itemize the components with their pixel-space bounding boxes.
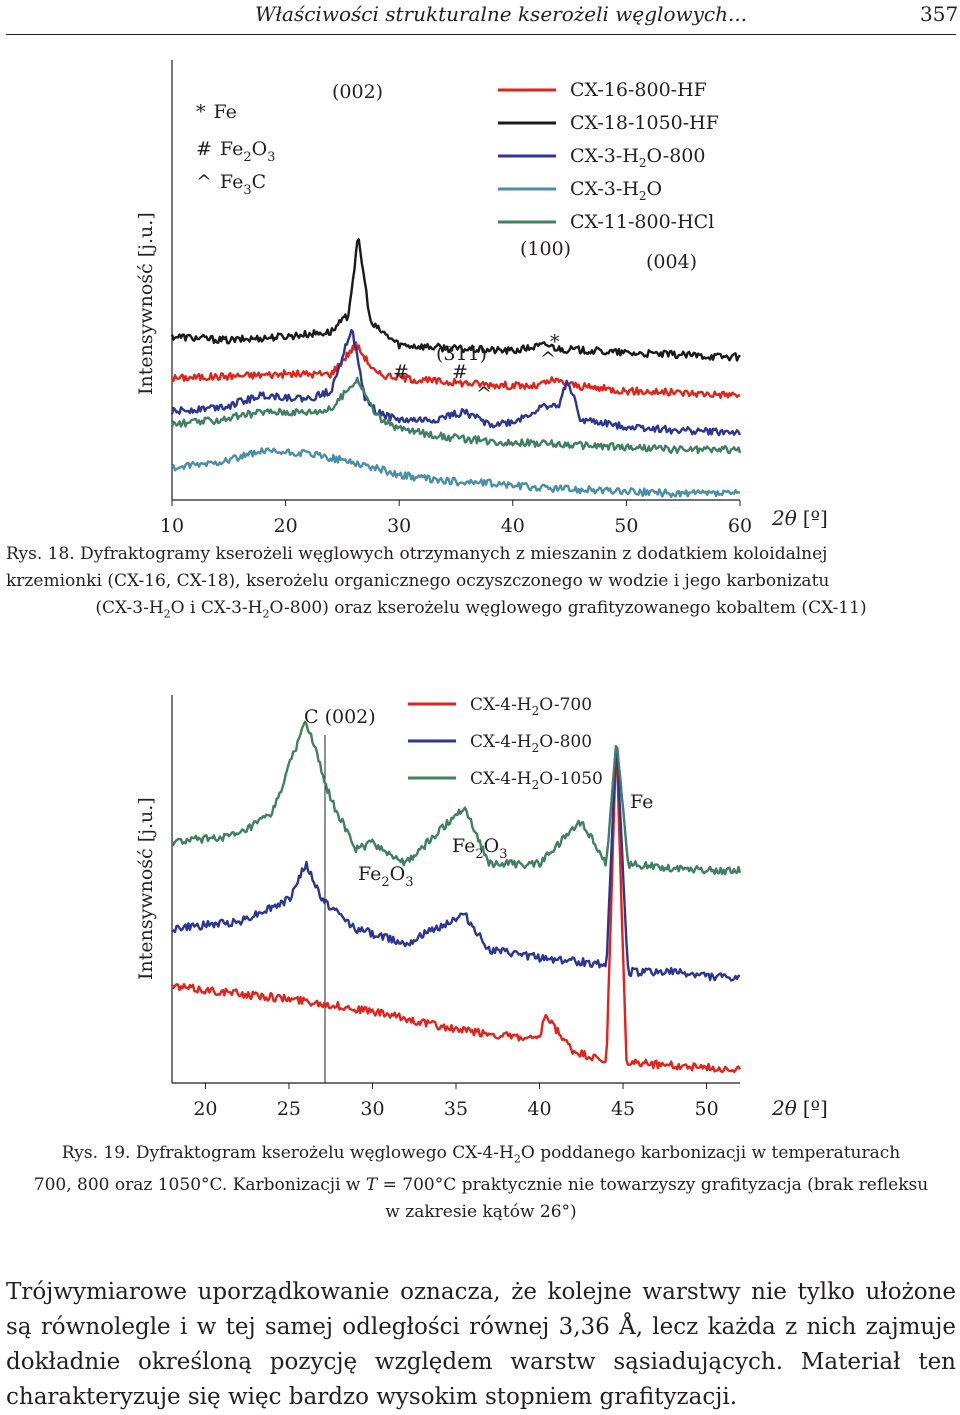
x-tick-label-30: 30 xyxy=(387,515,411,537)
series-line-cx-3-h2o xyxy=(171,447,741,498)
series-line-cx-16-800-hf xyxy=(171,341,741,399)
series-line-cx-4-h2o-1050 xyxy=(170,720,742,876)
x-tick-label-35: 35 xyxy=(444,1098,468,1120)
annotation-caret-1: ^ xyxy=(476,383,492,405)
x-tick-label-40: 40 xyxy=(527,1098,551,1120)
x-tick-label-20: 20 xyxy=(193,1098,217,1120)
figure-18-caption: Rys. 18. Dyfraktogramy kserożeli węglowy… xyxy=(6,544,867,621)
phase-fe3c-caret: ^ Fe3C xyxy=(196,171,266,198)
body-paragraph: Trójwymiarowe uporządkowanie oznacza, że… xyxy=(6,1279,956,1410)
annotation-hash-2: # xyxy=(452,361,468,383)
legend-label-cx-3-h2o-800: CX-3-H2O-800 xyxy=(570,145,706,170)
x-tick-label-25: 25 xyxy=(277,1098,301,1120)
y-axis-label: Intensywność [j.u.] xyxy=(135,797,157,980)
annotation-004: (004) xyxy=(646,251,697,273)
x-tick-label-40: 40 xyxy=(501,515,525,537)
phase-fe2o3-hash: # Fe2O3 xyxy=(196,138,275,165)
header-rule xyxy=(6,34,956,35)
series-legend: CX-16-800-HF CX-18-1050-HF CX-3-H2O-800 CX-… xyxy=(498,79,719,233)
figure-19-xrd-chart: 20 25 30 35 40 45 50 Intensywność [j.u.] 2θ [º]… xyxy=(135,695,828,1120)
legend-label-cx-4-h2o-1050: CX-4-H2O-1050 xyxy=(470,769,603,792)
annotation-c002: C (002) xyxy=(304,706,376,728)
annotation-002: (002) xyxy=(332,81,383,103)
x-tick-label-20: 20 xyxy=(274,515,298,537)
x-tick-label-50: 50 xyxy=(614,515,638,537)
page-number: 357 xyxy=(920,2,959,26)
peak-annotations: C (002) Fe2O3 Fe2O3 Fe xyxy=(304,706,653,890)
x-axis-label: 2θ [º] xyxy=(771,506,828,530)
legend-label-cx-4-h2o-800: CX-4-H2O-800 xyxy=(470,732,592,755)
legend-label-cx-4-h2o-700: CX-4-H2O-700 xyxy=(470,695,592,718)
x-tick-label-10: 10 xyxy=(160,515,184,537)
annotation-100: (100) xyxy=(520,238,571,260)
legend-label-cx-16-800-hf: CX-16-800-HF xyxy=(570,79,707,101)
legend-label-cx-11-800-hcl: CX-11-800-HCl xyxy=(570,211,714,233)
annotation-star: * xyxy=(550,331,560,353)
peak-annotations: (002) (100) (004) (311) # # ^ ^ * xyxy=(332,81,697,405)
phase-legend: * Fe # Fe2O3 ^ Fe3C xyxy=(196,101,275,198)
series-line-cx-4-h2o-700 xyxy=(170,750,742,1074)
annotation-fe2o3-left: Fe2O3 xyxy=(358,863,414,890)
running-header-title: Właściwości strukturalne kserożeli węglo… xyxy=(255,2,748,26)
annotation-hash-1: # xyxy=(393,361,409,383)
x-tick-label-50: 50 xyxy=(694,1098,718,1120)
figure-19-caption: Rys. 19. Dyfraktogram kserożelu węgloweg… xyxy=(33,1143,929,1223)
legend-label-cx-18-1050-hf: CX-18-1050-HF xyxy=(570,112,719,134)
annotation-caret-2: ^ xyxy=(540,348,556,370)
series-line-cx-11-800-hcl xyxy=(170,376,742,455)
legend-label-cx-3-h2o: CX-3-H2O xyxy=(570,178,662,203)
annotation-fe2o3-right: Fe2O3 xyxy=(452,835,508,862)
annotation-fe: Fe xyxy=(630,791,653,813)
series-line-cx-18-1050-hf xyxy=(170,238,741,362)
figure-18-xrd-chart: 10 20 30 40 50 60 Intensywność [j.u.] 2θ [º] *… xyxy=(135,60,828,537)
x-axis-label: 2θ [º] xyxy=(771,1096,828,1120)
x-tick-label-45: 45 xyxy=(611,1098,635,1120)
series-legend: CX-4-H2O-700 CX-4-H2O-800 CX-4-H2O-1050 xyxy=(408,695,603,792)
x-tick-label-30: 30 xyxy=(360,1098,384,1120)
series-line-cx-3-h2o-800 xyxy=(170,329,742,437)
series-line-cx-4-h2o-800 xyxy=(171,748,741,982)
x-tick-label-60: 60 xyxy=(728,515,752,537)
y-axis-label: Intensywność [j.u.] xyxy=(135,212,157,395)
phase-fe-star: * Fe xyxy=(196,101,237,123)
annotation-311: (311) xyxy=(436,343,487,365)
